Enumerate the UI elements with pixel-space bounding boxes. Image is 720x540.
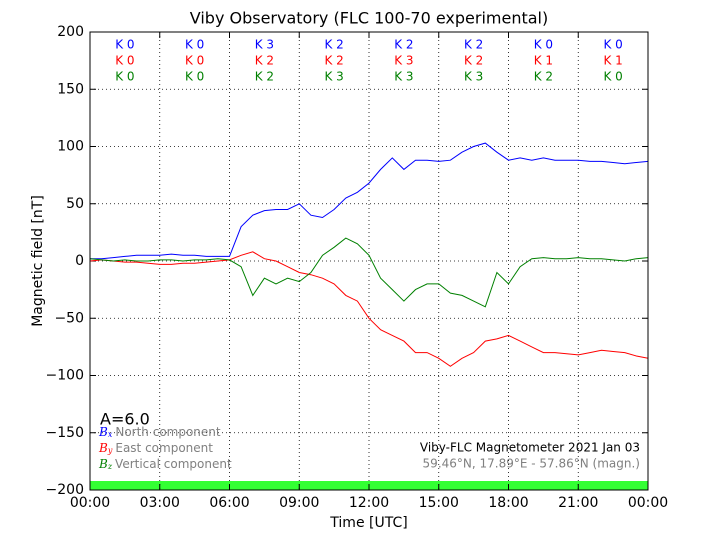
legend-symbol: B [98, 441, 108, 455]
legend-subscript: z [107, 462, 113, 471]
k-index-label: K 3 [394, 54, 413, 68]
station-note: Viby-FLC Magnetometer 2021 Jan 03 [420, 441, 640, 455]
k-index-label: K 2 [394, 38, 413, 52]
k-index-label: K 0 [603, 38, 622, 52]
k-index-label: K 0 [115, 38, 134, 52]
x-tick-label: 15:00 [419, 495, 459, 511]
k-index-label: K 2 [255, 54, 274, 68]
k-index-label: K 0 [185, 70, 204, 84]
y-tick-label: 100 [57, 139, 84, 155]
series-line [89, 237, 649, 308]
y-tick-label: 200 [57, 24, 84, 40]
y-tick-label: 150 [57, 81, 84, 97]
k-index-label: K 1 [534, 54, 553, 68]
y-tick-label: 50 [66, 196, 84, 212]
legend-symbol: B [98, 457, 108, 471]
k-index-label: K 2 [324, 54, 343, 68]
legend-entry: Bz Vertical component [98, 457, 232, 472]
k-index-label: K 0 [534, 38, 553, 52]
legend-subscript: x [108, 430, 113, 439]
y-tick-label: 0 [75, 253, 84, 269]
k-index-label: K 2 [464, 38, 483, 52]
y-tick-label: −50 [54, 310, 84, 326]
legend-name: North component [115, 425, 221, 439]
location-note: 59.46°N, 17.89°E - 57.86°N (magn.) [423, 457, 640, 471]
k-index-label: K 0 [185, 54, 204, 68]
k-index-label: K 2 [324, 38, 343, 52]
x-tick-label: 21:00 [558, 495, 598, 511]
series-line [90, 142, 649, 260]
k-index-label: K 1 [603, 54, 622, 68]
legend-name: Vertical component [115, 457, 232, 471]
k-index-label: K 0 [185, 38, 204, 52]
x-tick-label: 00:00 [70, 495, 110, 511]
legend-subscript: y [107, 446, 113, 455]
k-index-label: K 2 [534, 70, 553, 84]
k-index-label: K 0 [115, 54, 134, 68]
x-axis-label: Time [UTC] [329, 515, 407, 531]
legend-entry: By East component [98, 441, 213, 456]
x-tick-label: 12:00 [349, 495, 389, 511]
legend-entry: Bx North component [98, 425, 221, 440]
x-tick-label: 09:00 [279, 495, 319, 511]
plot-frame [89, 31, 649, 491]
y-tick-label: −200 [46, 482, 84, 498]
x-tick-label: 18:00 [488, 495, 528, 511]
y-tick-label: −100 [46, 368, 84, 384]
k-index-label: K 3 [394, 70, 413, 84]
k-index-label: K 0 [115, 70, 134, 84]
x-tick-label: 00:00 [628, 495, 668, 511]
y-tick-label: −150 [46, 425, 84, 441]
k-index-label: K 0 [603, 70, 622, 84]
k-index-label: K 2 [464, 54, 483, 68]
k-index-label: K 2 [255, 70, 274, 84]
k-index-label: K 3 [255, 38, 274, 52]
legend-name: East component [115, 441, 213, 455]
y-axis-label: Magnetic field [nT] [30, 195, 46, 327]
k-index-label: K 3 [324, 70, 343, 84]
activity-index: A=6.0 [100, 410, 150, 429]
legend-symbol: B [98, 425, 108, 439]
k-index-label: K 3 [464, 70, 483, 84]
chart-title: Viby Observatory (FLC 100-70 experimenta… [190, 9, 549, 28]
series-line [89, 251, 649, 367]
x-tick-label: 03:00 [140, 495, 180, 511]
x-tick-label: 06:00 [209, 495, 249, 511]
